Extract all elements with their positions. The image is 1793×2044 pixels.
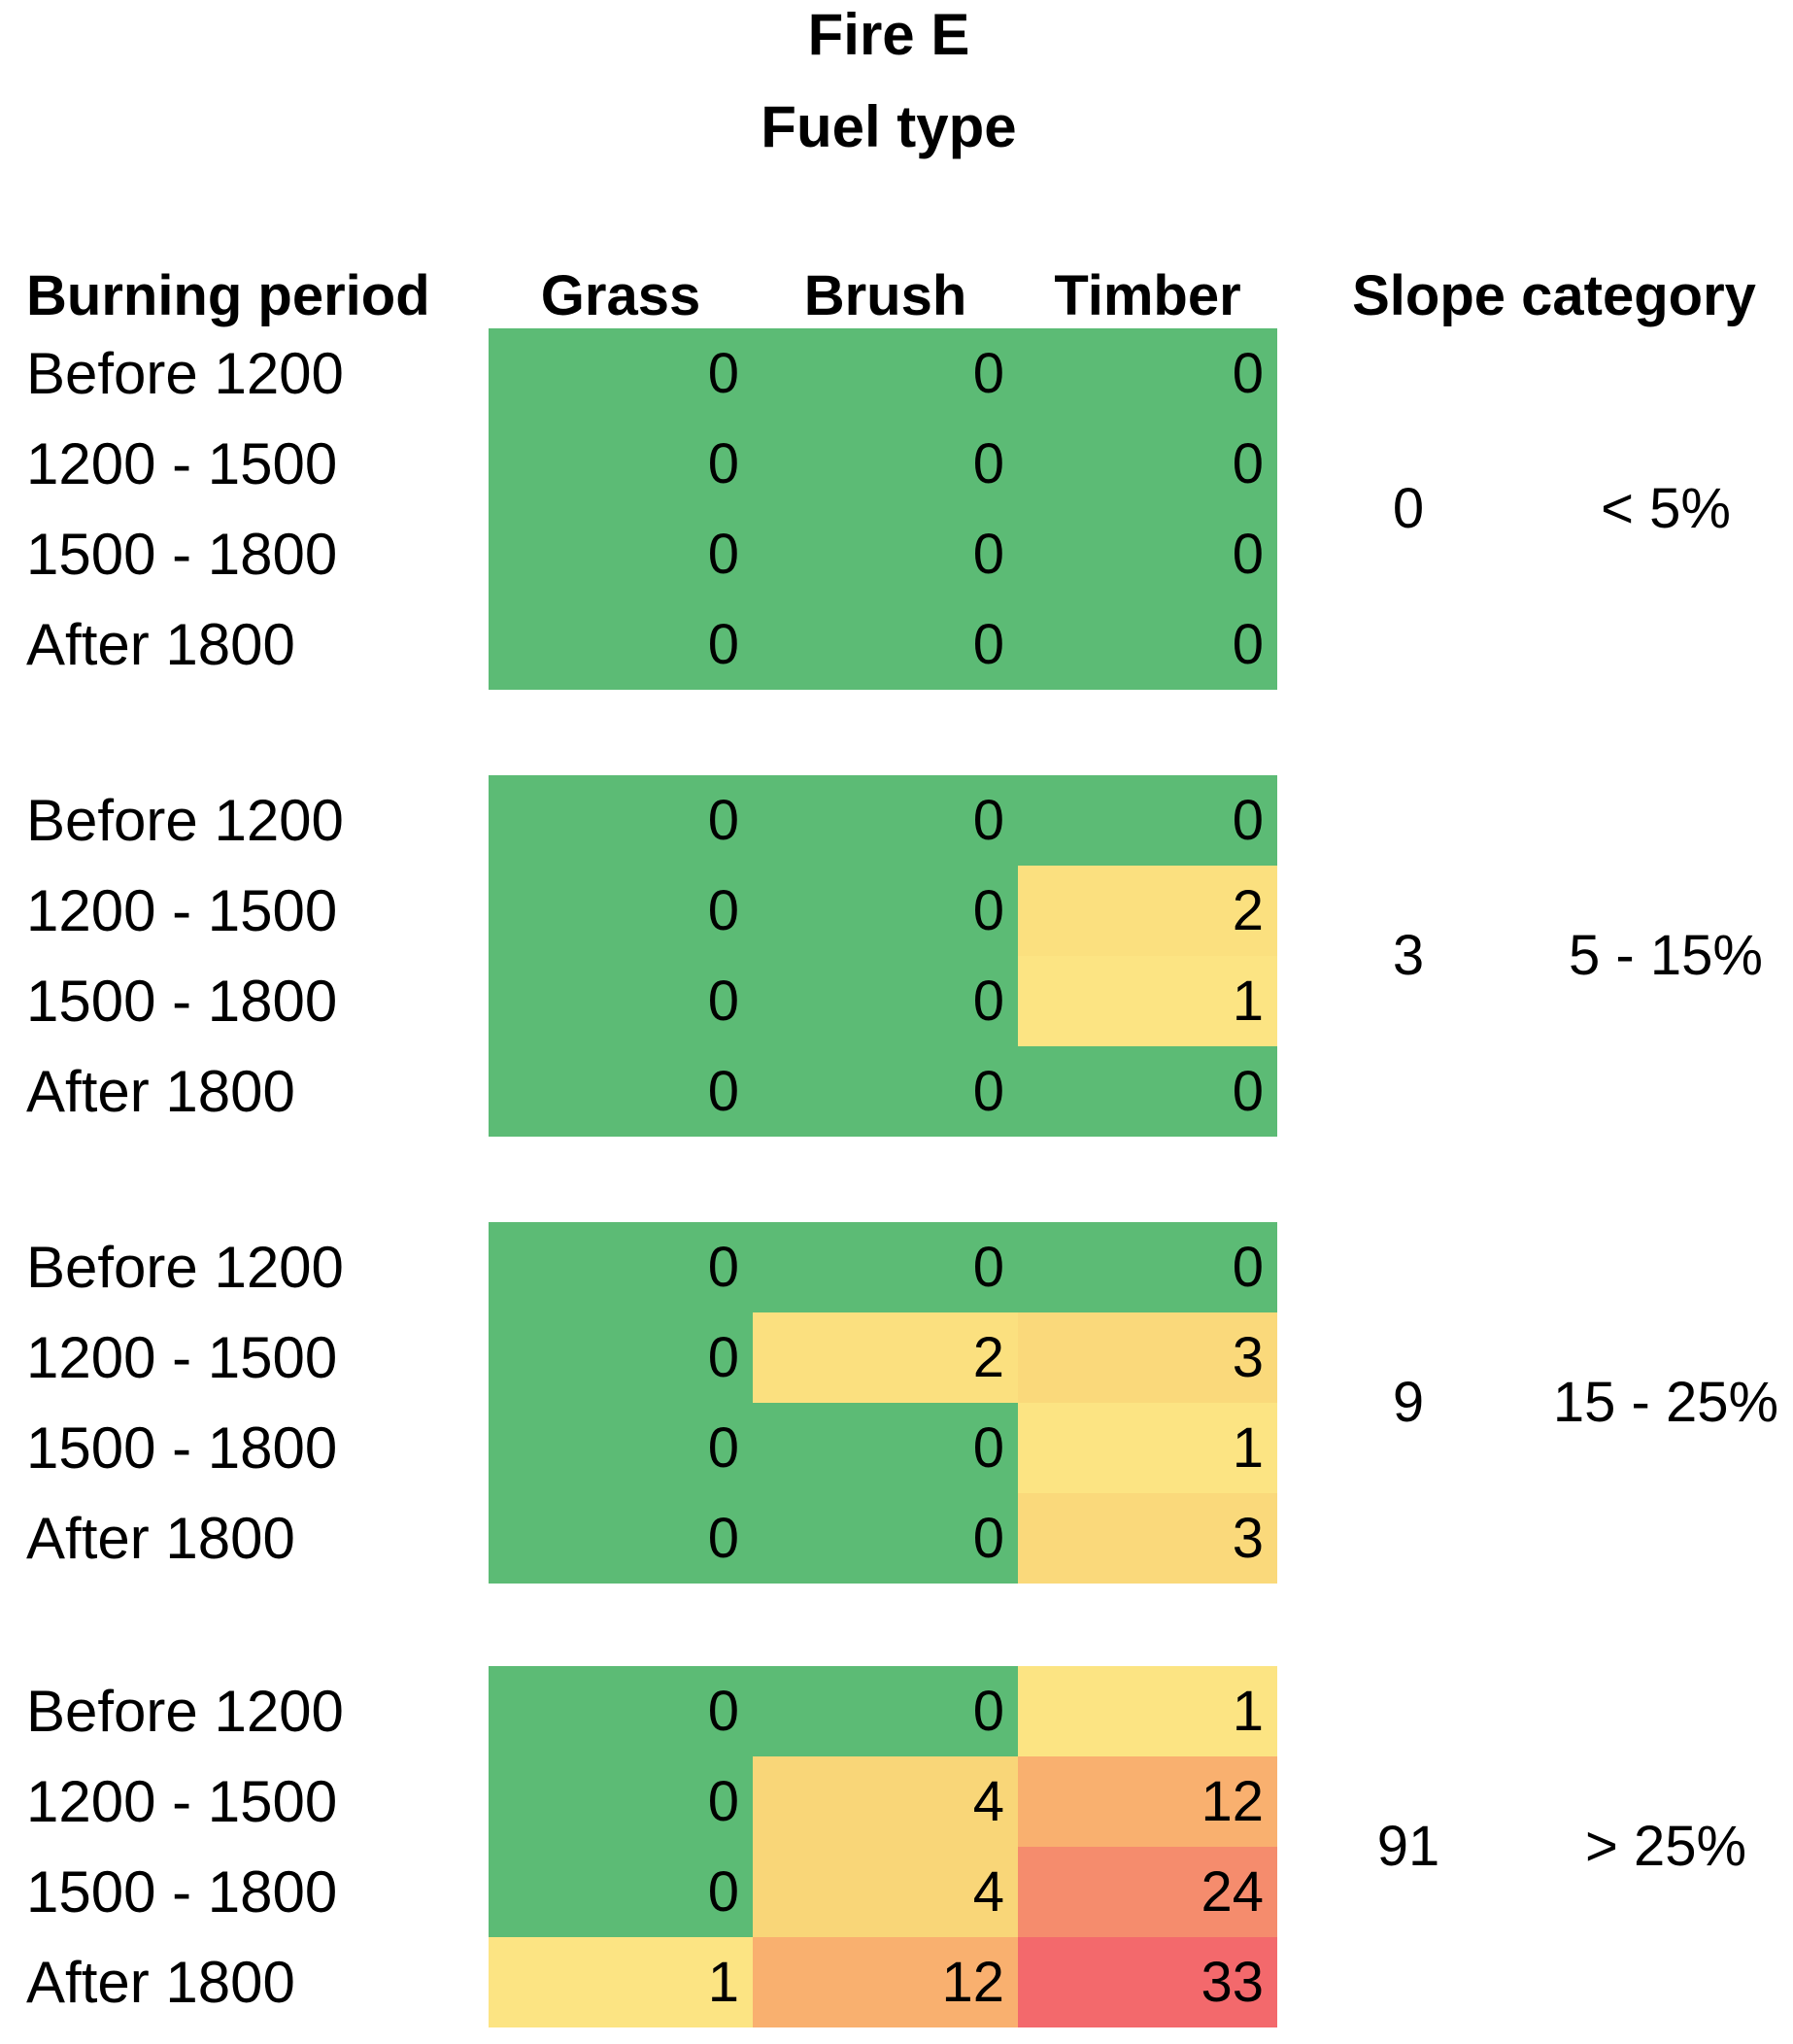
heat-cell: 12 [753, 1937, 1018, 2027]
row-label-burning-period: Before 1200 [26, 341, 344, 406]
column-header-timber: Timber [1054, 264, 1241, 327]
heat-cell: 2 [753, 1312, 1018, 1403]
row-label-burning-period: Before 1200 [26, 788, 344, 853]
heat-cell: 0 [489, 419, 753, 509]
slope-category-count: 9 [1392, 1371, 1425, 1434]
row-label-burning-period: Before 1200 [26, 1235, 344, 1300]
heat-cell: 0 [1018, 1046, 1277, 1137]
figure-title-line1: Fire E [807, 2, 970, 67]
heat-cell: 0 [1018, 509, 1277, 599]
heat-cell: 0 [489, 1403, 753, 1493]
slope-category-count: 3 [1392, 924, 1425, 987]
column-header-burning-period: Burning period [26, 264, 430, 327]
slope-category-count: 0 [1392, 477, 1425, 540]
heat-cell: 4 [753, 1847, 1018, 1937]
row-label-burning-period: 1500 - 1800 [26, 969, 338, 1034]
heat-cell: 1 [1018, 1666, 1277, 1756]
heat-cell: 0 [753, 775, 1018, 866]
heat-cell: 0 [489, 956, 753, 1046]
heat-cell: 0 [753, 1493, 1018, 1584]
row-label-burning-period: 1200 - 1500 [26, 1325, 338, 1390]
heat-cell: 0 [753, 1222, 1018, 1312]
row-label-burning-period: After 1800 [26, 1950, 295, 2015]
slope-category-count: 91 [1376, 1815, 1440, 1878]
row-label-burning-period: 1500 - 1800 [26, 522, 338, 587]
heat-cell: 1 [489, 1937, 753, 2027]
row-label-burning-period: After 1800 [26, 1059, 295, 1124]
heat-cell: 0 [1018, 419, 1277, 509]
heat-cell: 0 [489, 509, 753, 599]
heat-cell: 0 [1018, 328, 1277, 419]
heat-cell: 0 [489, 775, 753, 866]
heat-cell: 0 [753, 1403, 1018, 1493]
heat-cell: 0 [1018, 599, 1277, 690]
heat-cell: 4 [753, 1756, 1018, 1847]
heat-cell: 12 [1018, 1756, 1277, 1847]
heat-cell: 0 [489, 328, 753, 419]
heat-cell: 0 [753, 419, 1018, 509]
heat-cell: 0 [489, 1312, 753, 1403]
heat-cell: 0 [489, 1222, 753, 1312]
slope-category-range: < 5% [1601, 477, 1731, 540]
heat-cell: 0 [753, 956, 1018, 1046]
column-header-slope-category: Slope category [1352, 264, 1756, 327]
column-header-brush: Brush [803, 264, 967, 327]
heat-cell: 0 [753, 509, 1018, 599]
row-label-burning-period: Before 1200 [26, 1679, 344, 1744]
row-label-burning-period: 1200 - 1500 [26, 878, 338, 943]
row-label-burning-period: 1200 - 1500 [26, 1769, 338, 1834]
heat-cell: 2 [1018, 866, 1277, 956]
row-label-burning-period: After 1800 [26, 612, 295, 677]
heat-cell: 0 [753, 599, 1018, 690]
heat-cell: 0 [1018, 775, 1277, 866]
row-label-burning-period: 1200 - 1500 [26, 431, 338, 496]
row-label-burning-period: 1500 - 1800 [26, 1415, 338, 1481]
slope-category-range: > 25% [1584, 1815, 1747, 1878]
heat-cell: 0 [489, 1493, 753, 1584]
heat-cell: 0 [753, 1666, 1018, 1756]
figure-title-line2: Fuel type [761, 94, 1017, 159]
heat-cell: 0 [489, 866, 753, 956]
slope-category-range: 5 - 15% [1569, 924, 1763, 987]
heat-cell: 0 [489, 1847, 753, 1937]
heat-cell: 0 [489, 599, 753, 690]
heat-cell: 0 [1018, 1222, 1277, 1312]
heat-cell: 3 [1018, 1493, 1277, 1584]
heat-cell: 33 [1018, 1937, 1277, 2027]
heat-cell: 1 [1018, 1403, 1277, 1493]
heat-cell: 0 [489, 1046, 753, 1137]
slope-category-range: 15 - 25% [1552, 1371, 1779, 1434]
heat-cell: 24 [1018, 1847, 1277, 1937]
heat-cell: 0 [753, 866, 1018, 956]
heat-cell: 0 [753, 1046, 1018, 1137]
row-label-burning-period: After 1800 [26, 1506, 295, 1571]
column-header-grass: Grass [540, 264, 701, 327]
heat-cell: 3 [1018, 1312, 1277, 1403]
heat-cell: 0 [489, 1756, 753, 1847]
row-label-burning-period: 1500 - 1800 [26, 1859, 338, 1925]
heat-cell: 1 [1018, 956, 1277, 1046]
heat-cell: 0 [753, 328, 1018, 419]
heat-cell: 0 [489, 1666, 753, 1756]
